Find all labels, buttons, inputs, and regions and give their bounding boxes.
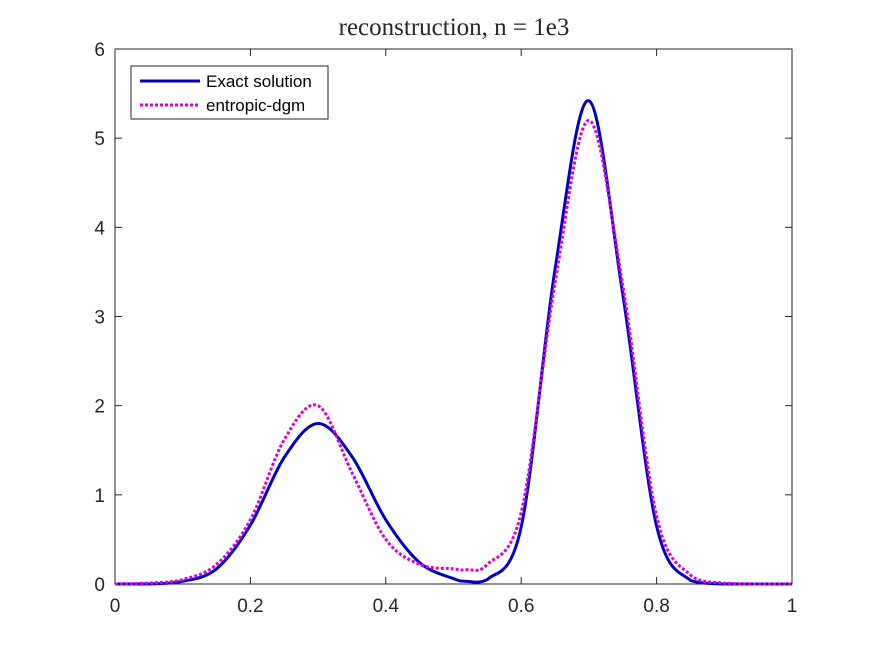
x-tick-label: 0.6 — [508, 596, 534, 617]
y-tick-label: 3 — [94, 308, 105, 329]
legend-label-1: Exact solution — [206, 72, 312, 91]
chart-title: reconstruction, n = 1e3 — [339, 14, 570, 41]
x-tick-label: 0.4 — [373, 596, 400, 617]
y-tick-label: 0 — [94, 575, 105, 596]
legend-box — [130, 65, 329, 120]
y-tick-label: 4 — [94, 218, 105, 239]
y-tick-label: 5 — [94, 129, 105, 150]
x-tick-label: 0 — [110, 596, 121, 617]
plot-layer: 0 0.2 0.4 0.6 0.8 1 0 1 2 3 4 5 6 Exact solution entro… — [94, 40, 797, 617]
series-line-1 — [115, 99, 792, 586]
y-tick-label: 1 — [94, 486, 105, 507]
x-tick-label: 1 — [787, 596, 798, 617]
series-line-2 — [114, 118, 792, 586]
y-tick-label: 6 — [94, 40, 105, 61]
x-tick-label: 0.8 — [643, 596, 669, 617]
legend-label-2: entropic-dgm — [206, 96, 305, 115]
y-tick-label: 2 — [94, 397, 105, 418]
x-tick-label: 0.2 — [237, 596, 263, 617]
plot-area-frame — [114, 48, 793, 585]
